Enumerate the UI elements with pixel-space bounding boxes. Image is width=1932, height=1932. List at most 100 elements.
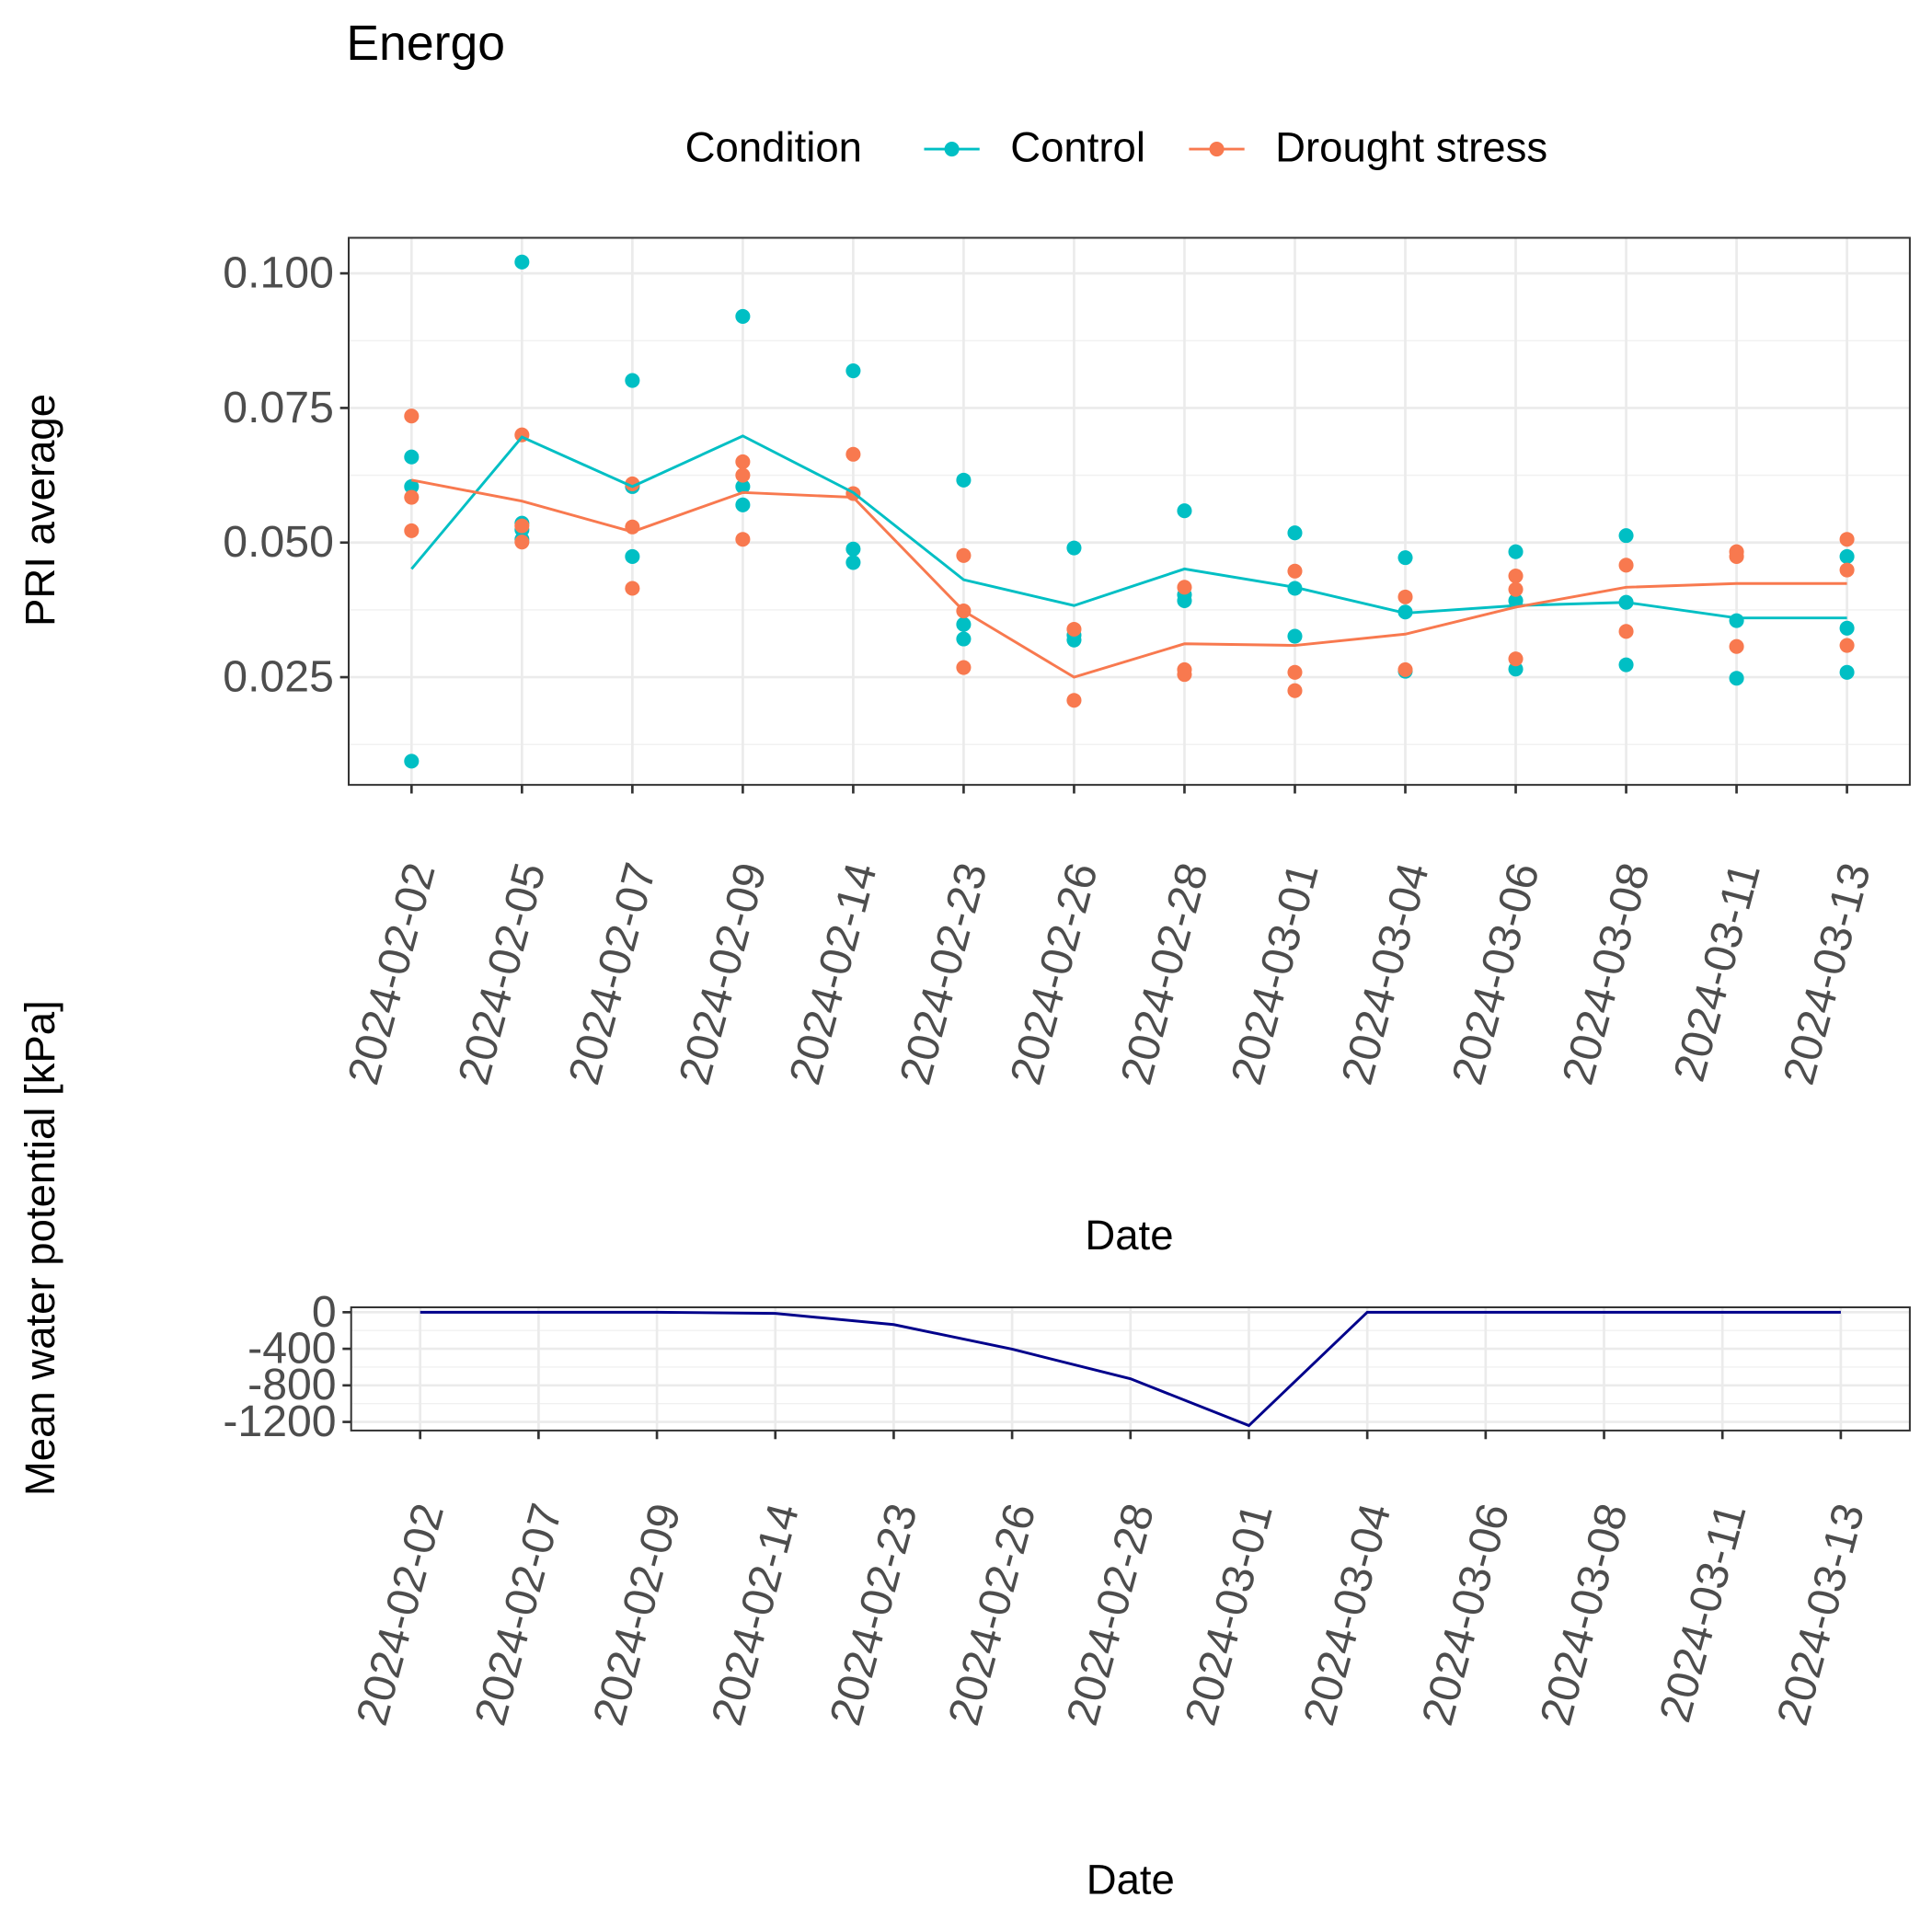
x-tick-label: 2024-03-04 (1294, 1499, 1401, 1731)
data-point (1839, 532, 1855, 547)
x-tick-label: 2024-02-28 (1057, 1499, 1164, 1731)
data-point (1066, 621, 1082, 638)
y-tick-label: -400 (247, 1324, 336, 1374)
x-tick-label: 2024-03-06 (1412, 1499, 1519, 1731)
data-point (1839, 548, 1855, 565)
x-tick-label: 2024-02-02 (347, 1499, 454, 1731)
x-tick-label: 2024-03-13 (1767, 1499, 1874, 1731)
data-point (514, 535, 530, 550)
y-axis-title: Mean water potential [kPa] (17, 1000, 63, 1496)
data-point (1618, 528, 1634, 544)
data-point (1839, 620, 1855, 636)
data-point (956, 631, 972, 647)
data-point (1729, 613, 1744, 628)
y-tick-label: 0.050 (223, 517, 334, 567)
data-point (1177, 667, 1192, 683)
data-point (1618, 657, 1634, 673)
data-point (735, 478, 751, 494)
data-point (1066, 693, 1082, 708)
x-tick-label: 2024-03-01 (1222, 857, 1328, 1089)
x-tick-label: 2024-03-04 (1332, 857, 1439, 1089)
data-point (1729, 671, 1744, 686)
legend-title: Condition (685, 123, 862, 170)
x-tick-label: 2024-02-02 (339, 857, 445, 1089)
legend-label: Control (1010, 123, 1145, 170)
x-tick-label: 2024-03-08 (1553, 857, 1660, 1089)
panel-border (348, 236, 1911, 787)
data-point (404, 408, 420, 424)
data-line (410, 434, 1847, 620)
data-point (1839, 562, 1855, 578)
data-point (1618, 624, 1634, 639)
data-point (1066, 632, 1082, 648)
x-tick-label: 2024-03-06 (1443, 857, 1549, 1089)
y-tick-label: 0.075 (223, 383, 334, 432)
data-point (1397, 661, 1413, 677)
data-point (404, 489, 420, 505)
data-point (1729, 638, 1744, 654)
data-point (1508, 651, 1524, 667)
x-tick-label: 2024-03-11 (1664, 857, 1770, 1087)
x-axis-title: Date (1085, 1212, 1173, 1259)
data-point (1508, 569, 1524, 584)
data-point (404, 523, 420, 538)
data-point (956, 472, 972, 488)
x-tick-label: 2024-02-23 (821, 1499, 927, 1731)
x-tick-label: 2024-02-05 (449, 857, 556, 1089)
x-tick-label: 2024-02-07 (559, 857, 666, 1089)
data-point (1839, 638, 1855, 653)
x-tick-label: 2024-03-01 (1176, 1499, 1282, 1731)
y-tick-label: -800 (247, 1360, 336, 1409)
data-point (1177, 580, 1192, 595)
x-axis-title: Date (1087, 1856, 1175, 1903)
data-point (1397, 589, 1413, 604)
x-tick-label: 2024-03-13 (1774, 857, 1880, 1089)
x-tick-label: 2024-02-14 (702, 1499, 809, 1731)
x-tick-label: 2024-02-09 (583, 1499, 690, 1731)
data-point (1066, 540, 1082, 556)
data-point (956, 547, 972, 563)
data-point (1397, 550, 1413, 566)
data-point (1287, 525, 1303, 541)
legend-label: Drought stress (1275, 123, 1547, 170)
data-point (1839, 664, 1855, 680)
data-point (956, 616, 972, 632)
data-point (1508, 581, 1524, 597)
legend-marker (1209, 142, 1225, 157)
x-tick-label: 2024-02-28 (1111, 857, 1218, 1089)
data-point (735, 532, 751, 547)
data-point (404, 478, 420, 494)
y-tick-label: -1200 (223, 1397, 336, 1446)
x-tick-label: 2024-03-08 (1531, 1499, 1638, 1731)
data-point (625, 548, 640, 565)
y-tick-label: 0 (312, 1287, 337, 1337)
x-tick-label: 2024-02-26 (1001, 857, 1108, 1089)
x-tick-label: 2024-02-14 (780, 857, 887, 1089)
data-line (420, 1310, 1841, 1428)
data-point (625, 476, 640, 491)
x-tick-label: 2024-02-07 (466, 1499, 572, 1731)
data-point (1508, 661, 1524, 677)
data-point (735, 497, 751, 512)
y-axis-title: PRI average (17, 394, 63, 627)
data-point (1618, 558, 1634, 573)
data-point (404, 449, 420, 465)
data-point (1177, 592, 1192, 608)
data-point (514, 518, 530, 534)
y-tick-label: 0.100 (223, 248, 334, 298)
data-point (1287, 563, 1303, 579)
x-tick-label: 2024-02-09 (670, 857, 776, 1089)
data-point (1729, 548, 1744, 565)
data-point (1177, 503, 1192, 519)
data-point (735, 454, 751, 469)
data-point (845, 541, 861, 557)
data-point (625, 581, 640, 596)
data-point (404, 753, 420, 769)
y-tick-label: 0.025 (223, 651, 334, 701)
data-point (1508, 544, 1524, 559)
x-tick-label: 2024-03-11 (1650, 1499, 1755, 1728)
data-point (735, 467, 751, 483)
data-point (1287, 683, 1303, 698)
data-point (514, 254, 530, 270)
